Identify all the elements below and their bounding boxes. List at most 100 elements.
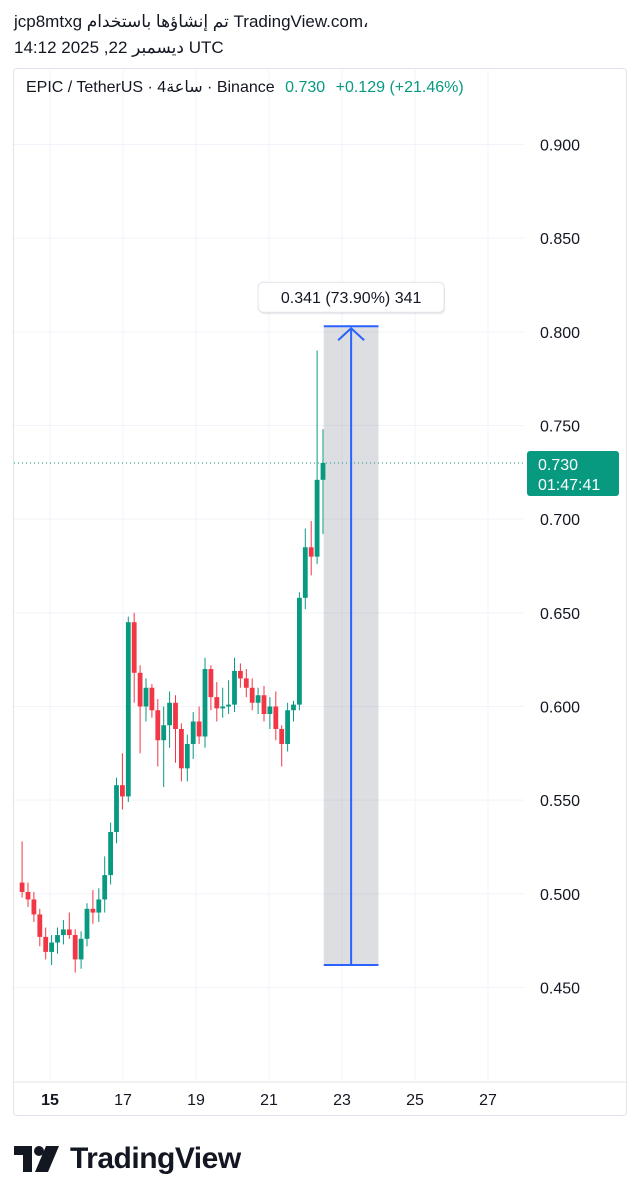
candle	[238, 663, 243, 688]
candle-body	[184, 743, 190, 769]
candle	[137, 665, 143, 754]
candle-body	[37, 914, 43, 937]
candle	[314, 350, 320, 565]
candle-body	[72, 935, 78, 960]
candle-body	[320, 462, 326, 480]
x-tick-label: 21	[260, 1092, 278, 1109]
candle	[291, 700, 296, 722]
chart-caption-line2: 14:12 2025 ,22 ديسمبر UTC	[14, 38, 224, 57]
candle	[267, 697, 273, 729]
candle	[108, 822, 113, 885]
candle	[297, 592, 302, 711]
measure-arrowhead	[337, 326, 365, 341]
grid-lines	[14, 70, 524, 1080]
symbol-legend: EPIC / TetherUS · 4ساعة · Binance 0.730 …	[26, 77, 464, 97]
candle-body	[214, 697, 220, 709]
candle	[214, 682, 220, 722]
x-tick-label: 15	[41, 1092, 59, 1109]
last-price-value: 0.730	[538, 457, 578, 474]
y-tick-label: 0.500	[540, 887, 580, 904]
brand-name: TradingView	[70, 1142, 241, 1175]
y-tick-label: 0.900	[540, 138, 580, 155]
candle-body	[232, 670, 237, 705]
candle	[161, 706, 167, 788]
candle	[72, 929, 78, 973]
candle	[149, 684, 155, 718]
last-price-tag-box	[527, 450, 619, 496]
y-tick-label: 0.800	[540, 325, 580, 342]
candle	[190, 712, 196, 759]
candle	[261, 685, 267, 722]
candle	[255, 687, 261, 714]
measure-label-box	[257, 281, 445, 313]
legend-symbol: EPIC / TetherUS · 4ساعة · Binance	[26, 79, 275, 96]
candle	[125, 616, 131, 803]
candle	[84, 903, 90, 947]
candle-body	[308, 547, 314, 557]
candle-body	[279, 728, 285, 744]
candle-body	[161, 725, 167, 741]
candle	[43, 927, 49, 960]
candle-body	[261, 695, 267, 714]
candle-body	[173, 702, 178, 729]
candle-body	[120, 785, 125, 797]
candle-body	[220, 706, 226, 709]
candle-body	[66, 929, 72, 936]
candle-body	[25, 891, 31, 900]
candle	[114, 777, 119, 844]
candle-body	[314, 479, 320, 557]
candle-body	[291, 704, 296, 711]
candle	[249, 678, 255, 711]
candle-body	[55, 935, 60, 943]
candle	[243, 669, 249, 698]
candle	[167, 691, 172, 748]
x-tick-label: 23	[333, 1092, 351, 1109]
y-tick-label: 0.700	[540, 512, 580, 529]
chart-pane[interactable]	[13, 68, 627, 1116]
candle-body	[255, 695, 261, 703]
candle	[61, 920, 66, 945]
candle	[173, 695, 178, 763]
candle	[25, 882, 31, 907]
candle	[90, 890, 96, 924]
candles	[19, 350, 326, 973]
candle	[285, 702, 290, 752]
chart-caption-line1: jcp8mtxg تم إنشاؤها باستخدام TradingView…	[14, 12, 369, 31]
candle	[320, 429, 326, 535]
candle-body	[179, 728, 184, 769]
candle	[220, 687, 226, 718]
candle	[120, 753, 125, 810]
candle-body	[202, 669, 208, 737]
candle	[78, 931, 84, 969]
last-price-tag: 0.730 01:47:41	[527, 450, 619, 496]
y-tick-label: 0.850	[540, 231, 580, 248]
candle-body	[196, 721, 202, 737]
candle	[155, 699, 161, 767]
y-tick-label: 0.450	[540, 981, 580, 998]
legend-last-price: 0.730	[285, 79, 326, 96]
candle	[31, 891, 37, 922]
measure-label: 0.341 (73.90%) 341	[257, 281, 446, 315]
candle-body	[43, 936, 49, 952]
candle-body	[96, 899, 102, 913]
candle	[184, 734, 190, 782]
candle	[308, 521, 314, 576]
candle	[143, 678, 149, 722]
candle-body	[155, 710, 161, 741]
candle-body	[114, 785, 119, 833]
x-tick-label: 17	[114, 1092, 132, 1109]
candle-body	[149, 687, 155, 711]
candle	[131, 612, 137, 703]
candle-body	[19, 882, 25, 892]
legend-change: +0.129 (+21.46%)	[335, 79, 464, 96]
y-tick-label: 0.600	[540, 700, 580, 717]
candle	[179, 723, 184, 782]
candle-body	[108, 832, 113, 876]
x-tick-label: 19	[187, 1092, 205, 1109]
candle-body	[167, 702, 172, 726]
candle-body	[61, 929, 66, 936]
candle	[232, 657, 237, 713]
candle-body	[273, 706, 279, 729]
x-tick-label: 25	[406, 1092, 424, 1109]
